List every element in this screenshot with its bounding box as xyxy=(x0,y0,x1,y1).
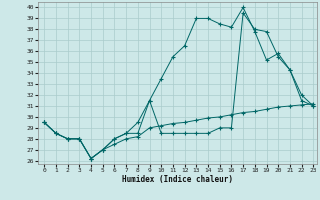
X-axis label: Humidex (Indice chaleur): Humidex (Indice chaleur) xyxy=(122,175,233,184)
